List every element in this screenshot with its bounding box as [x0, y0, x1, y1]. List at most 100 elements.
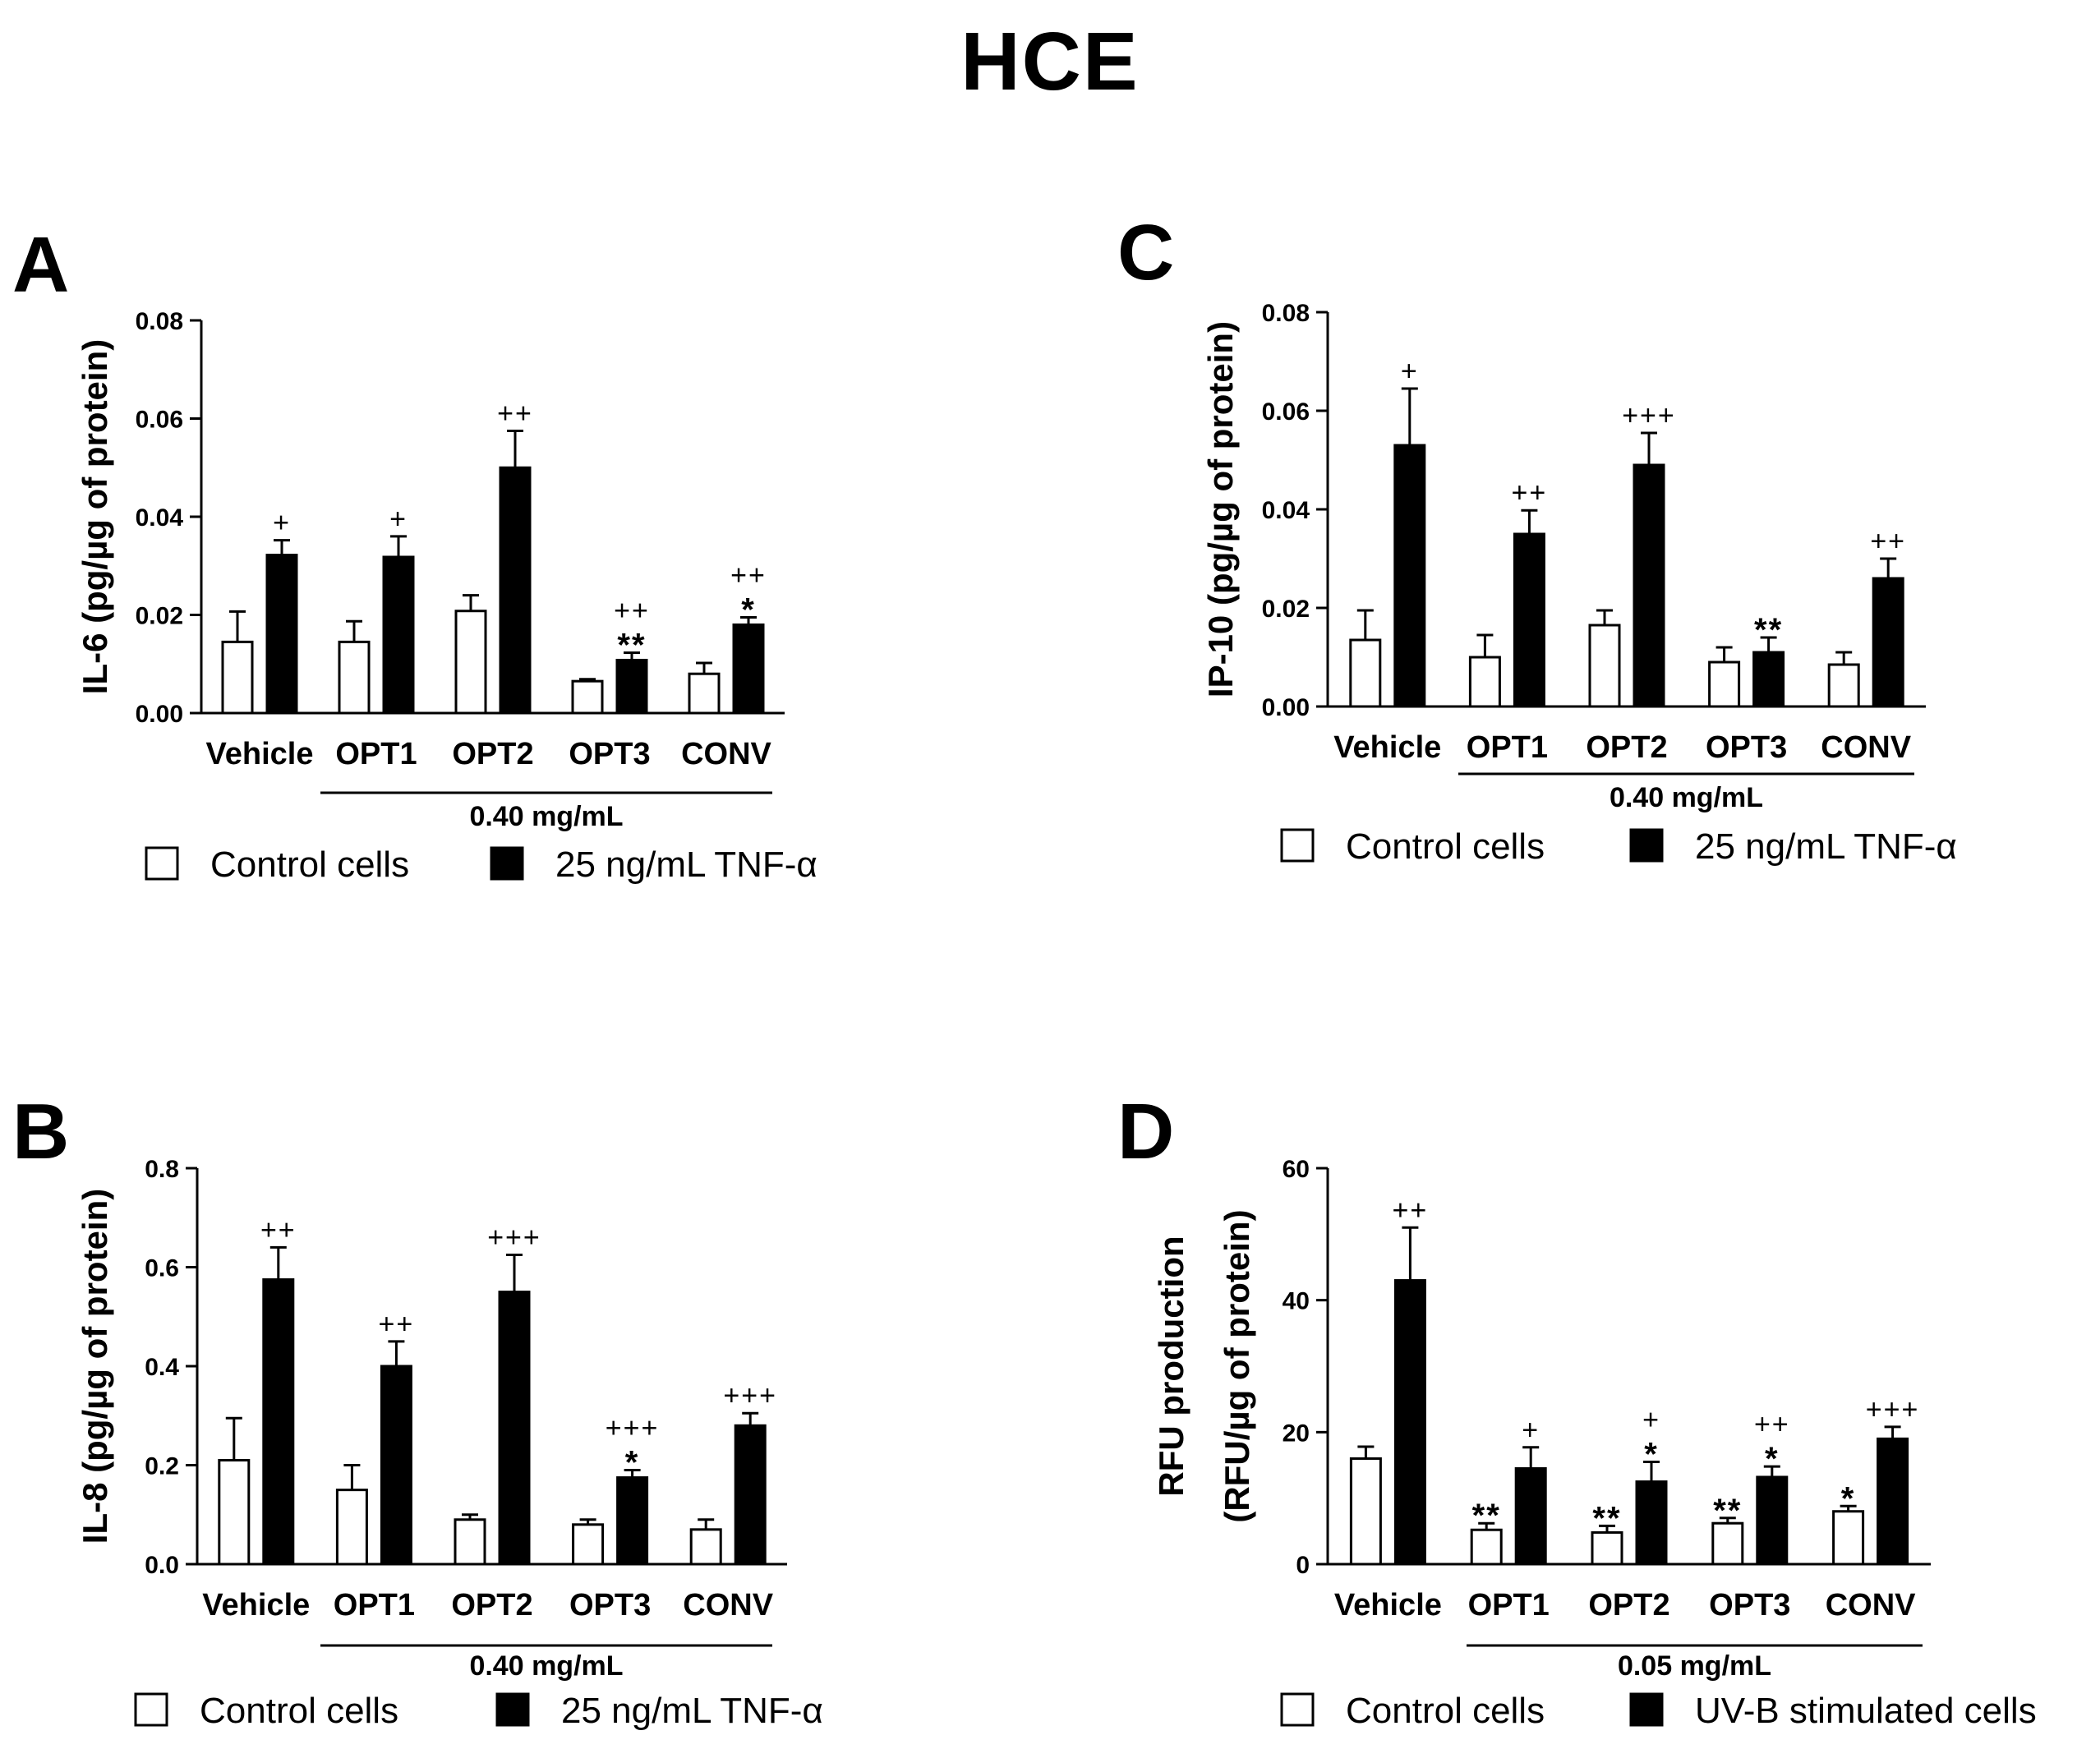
legend-swatch-stimulated: [490, 846, 524, 881]
category-label: OPT3: [1706, 730, 1787, 765]
y-axis-label: IL-8 (pg/µg of protein): [76, 1189, 114, 1544]
significance-mark: ++: [379, 1309, 415, 1340]
y-tick-label: 0: [1296, 1552, 1310, 1579]
legend: Control cells 25 ng/mL TNF-α: [145, 845, 817, 885]
category-label: CONV: [1821, 730, 1911, 765]
y-tick-label: 0.02: [136, 603, 183, 630]
y-tick-label: 60: [1283, 1156, 1310, 1183]
significance-mark: ++: [614, 596, 650, 627]
bar-stimulated: [616, 1476, 649, 1566]
bar-control: [335, 1489, 368, 1566]
y-tick-label: 0.6: [145, 1255, 179, 1282]
bar-control: [454, 610, 487, 715]
category-label: OPT1: [1468, 1588, 1550, 1622]
category-label: Vehicle: [1334, 1588, 1442, 1622]
category-label: Vehicle: [202, 1588, 310, 1622]
significance-mark: +++: [1866, 1394, 1920, 1425]
significance-mark: ++: [497, 398, 533, 429]
y-tick-label: 40: [1283, 1288, 1310, 1315]
significance-mark: *: [625, 1445, 640, 1481]
legend-label-control: Control cells: [200, 1691, 398, 1731]
legend: Control cells 25 ng/mL TNF-α: [1280, 826, 1957, 867]
legend: Control cells 25 ng/mL TNF-α: [134, 1691, 823, 1731]
bar-control: [689, 1528, 722, 1566]
bar-control: [1468, 656, 1501, 708]
y-tick-label: 0.8: [145, 1156, 179, 1183]
category-label: CONV: [681, 737, 771, 771]
y-tick-label: 0.4: [145, 1354, 179, 1381]
category-label: OPT1: [1467, 730, 1548, 765]
significance-mark: ++: [730, 559, 767, 591]
significance-mark: **: [1713, 1493, 1742, 1529]
significance-mark: +++: [723, 1380, 777, 1411]
bar-control: [1832, 1510, 1865, 1566]
significance-mark: *: [1644, 1436, 1659, 1472]
y-tick-label: 0.04: [136, 504, 184, 532]
category-label: OPT1: [335, 737, 417, 771]
category-label: OPT2: [1588, 1588, 1669, 1622]
legend-label-control: Control cells: [1346, 826, 1545, 867]
significance-mark: ++: [1754, 1409, 1790, 1440]
chart-panel-c: C 0.00 0.02 0.04 0.06 0.08 IP-10 (pg/µg of pro…: [1117, 209, 1957, 867]
significance-mark: +: [1642, 1404, 1660, 1435]
group-label: 0.40 mg/mL: [469, 801, 623, 832]
significance-mark: ++: [1393, 1194, 1429, 1226]
significance-mark: +: [1401, 356, 1419, 387]
bar-stimulated: [380, 1365, 412, 1566]
significance-mark: **: [617, 628, 646, 664]
bar-stimulated: [732, 623, 765, 715]
bar-control: [1711, 1521, 1744, 1566]
group-label: 0.05 mg/mL: [1618, 1650, 1771, 1682]
group-label: 0.40 mg/mL: [469, 1650, 623, 1682]
category-label: OPT2: [451, 1588, 532, 1622]
y-tick-label: 0.08: [136, 308, 183, 335]
legend-swatch-stimulated: [1629, 828, 1664, 863]
legend-label-stimulated: UV-B stimulated cells: [1695, 1691, 2037, 1731]
legend-swatch-control: [1280, 1692, 1315, 1727]
category-label: OPT3: [1709, 1588, 1790, 1622]
bar-stimulated: [262, 1278, 295, 1566]
bar-control: [1349, 1457, 1382, 1566]
bar-control: [221, 640, 254, 715]
significance-mark: +++: [487, 1222, 541, 1253]
figure-title: HCE: [960, 16, 1140, 108]
bar-control: [572, 1523, 605, 1566]
legend-swatch-stimulated: [495, 1692, 530, 1727]
bar-stimulated: [1635, 1480, 1668, 1566]
significance-mark: *: [1765, 1441, 1780, 1477]
y-axis-label: RFU production: [1152, 1236, 1190, 1496]
legend-label-stimulated: 25 ng/mL TNF-α: [561, 1691, 823, 1731]
category-label: OPT3: [569, 737, 650, 771]
bar-stimulated: [734, 1424, 767, 1566]
bar-stimulated: [265, 554, 298, 715]
chart-panel-b: B 0.0 0.2 0.4 0.6 0.8 IL-8 (pg/µg of protein) +…: [12, 1088, 823, 1731]
legend-swatch-control: [145, 846, 179, 881]
bar-control: [454, 1518, 486, 1566]
bar-control: [1349, 638, 1382, 708]
category-label: CONV: [1826, 1588, 1916, 1622]
y-tick-label: 0.2: [145, 1453, 179, 1480]
significance-mark: **: [1754, 612, 1783, 648]
bar-control: [338, 640, 371, 715]
bar-control: [1708, 660, 1741, 708]
significance-mark: +: [1522, 1415, 1540, 1446]
chart-panel-d: D 0 20 40 60 RFU production (RFU/µg of protein…: [1117, 1088, 2037, 1731]
significance-mark: ++: [1512, 477, 1548, 509]
bar-control: [218, 1458, 251, 1566]
y-tick-label: 0.04: [1262, 497, 1310, 524]
panel-letter: C: [1117, 209, 1174, 297]
category-label: OPT2: [1586, 730, 1667, 765]
category-label: OPT3: [569, 1588, 651, 1622]
bar-control: [1827, 663, 1860, 708]
legend-swatch-stimulated: [1629, 1692, 1664, 1727]
group-label: 0.40 mg/mL: [1610, 782, 1763, 813]
y-tick-label: 0.0: [145, 1552, 179, 1579]
significance-mark: ++: [260, 1214, 297, 1245]
y-tick-label: 0.06: [1262, 398, 1310, 426]
chart-panel-a: A 0.00 0.02 0.04 0.06 0.08 IL-6 (pg/µg of prot…: [12, 221, 817, 885]
y-tick-label: 0.08: [1262, 300, 1310, 327]
y-tick-label: 0.06: [136, 407, 183, 434]
y-tick-label: 0.00: [136, 701, 183, 728]
category-label: OPT2: [452, 737, 533, 771]
